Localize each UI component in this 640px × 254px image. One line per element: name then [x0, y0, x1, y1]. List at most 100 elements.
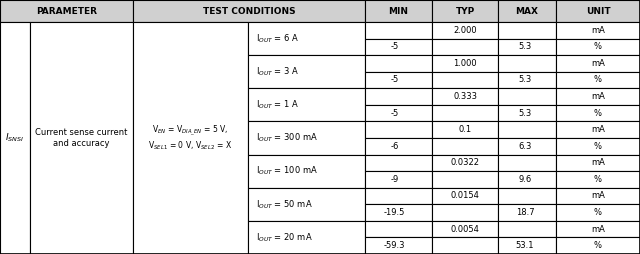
Bar — [0, 22, 30, 254]
Text: mA: mA — [591, 192, 605, 200]
Bar — [365, 171, 432, 188]
Text: 9.6: 9.6 — [518, 175, 532, 184]
Bar — [365, 155, 432, 171]
Text: 18.7: 18.7 — [516, 208, 534, 217]
Bar — [365, 0, 432, 22]
Text: 5.3: 5.3 — [518, 42, 532, 51]
Text: I$_{OUT}$ = 1 A: I$_{OUT}$ = 1 A — [256, 99, 300, 111]
Bar — [498, 22, 556, 39]
Bar — [556, 105, 640, 121]
Text: mA: mA — [591, 92, 605, 101]
Bar — [432, 221, 498, 237]
Bar — [248, 188, 365, 221]
Bar — [432, 105, 498, 121]
Text: mA: mA — [591, 59, 605, 68]
Text: PARAMETER: PARAMETER — [36, 7, 97, 15]
Text: mA: mA — [591, 225, 605, 234]
Text: %: % — [594, 208, 602, 217]
Bar — [365, 39, 432, 55]
Text: I$_{SNSI}$: I$_{SNSI}$ — [5, 132, 24, 144]
Text: UNIT: UNIT — [586, 7, 611, 15]
Text: I$_{OUT}$ = 20 mA: I$_{OUT}$ = 20 mA — [256, 231, 313, 244]
Bar — [365, 138, 432, 155]
Bar — [556, 188, 640, 204]
Text: -5: -5 — [390, 42, 399, 51]
Bar — [498, 121, 556, 138]
Bar — [432, 188, 498, 204]
Text: -5: -5 — [390, 109, 399, 118]
Bar — [432, 171, 498, 188]
Text: I$_{OUT}$ = 6 A: I$_{OUT}$ = 6 A — [256, 32, 300, 45]
Text: mA: mA — [591, 158, 605, 167]
Bar — [498, 188, 556, 204]
Bar — [556, 88, 640, 105]
Text: 2.000: 2.000 — [453, 26, 477, 35]
Bar — [365, 105, 432, 121]
Text: 0.1: 0.1 — [458, 125, 472, 134]
Text: %: % — [594, 42, 602, 51]
Bar — [498, 55, 556, 72]
Bar — [248, 221, 365, 254]
Text: mA: mA — [591, 125, 605, 134]
Bar — [556, 39, 640, 55]
Bar — [365, 121, 432, 138]
Bar — [498, 138, 556, 155]
Bar — [498, 221, 556, 237]
Bar — [556, 121, 640, 138]
Text: I$_{OUT}$ = 100 mA: I$_{OUT}$ = 100 mA — [256, 165, 318, 177]
Bar — [365, 204, 432, 221]
Bar — [432, 39, 498, 55]
Bar — [498, 72, 556, 88]
Bar — [432, 22, 498, 39]
Text: 5.3: 5.3 — [518, 75, 532, 85]
Bar — [556, 204, 640, 221]
Text: MIN: MIN — [388, 7, 408, 15]
Bar — [133, 0, 365, 22]
Bar — [432, 138, 498, 155]
Text: I$_{OUT}$ = 3 A: I$_{OUT}$ = 3 A — [256, 66, 300, 78]
Text: 53.1: 53.1 — [516, 241, 534, 250]
Bar — [133, 22, 248, 254]
Text: -59.3: -59.3 — [384, 241, 405, 250]
Bar — [365, 188, 432, 204]
Text: %: % — [594, 175, 602, 184]
Bar — [556, 55, 640, 72]
Bar — [432, 0, 498, 22]
Bar — [248, 22, 365, 55]
Bar — [556, 155, 640, 171]
Text: -9: -9 — [390, 175, 399, 184]
Bar — [556, 72, 640, 88]
Bar — [248, 121, 365, 155]
Bar — [432, 121, 498, 138]
Text: %: % — [594, 241, 602, 250]
Bar — [432, 72, 498, 88]
Bar — [498, 155, 556, 171]
Text: I$_{OUT}$ = 50 mA: I$_{OUT}$ = 50 mA — [256, 198, 313, 211]
Text: -6: -6 — [390, 142, 399, 151]
Bar — [498, 0, 556, 22]
Text: %: % — [594, 109, 602, 118]
Text: %: % — [594, 75, 602, 85]
Bar — [556, 237, 640, 254]
Bar — [556, 0, 640, 22]
Text: -5: -5 — [390, 75, 399, 85]
Bar — [365, 237, 432, 254]
Bar — [248, 155, 365, 188]
Text: V$_{EN}$ = V$_{DIA\_EN}$ = 5 V,
V$_{SEL1}$ = 0 V, V$_{SEL2}$ = X: V$_{EN}$ = V$_{DIA\_EN}$ = 5 V, V$_{SEL1… — [148, 124, 232, 152]
Bar — [432, 237, 498, 254]
Bar — [365, 72, 432, 88]
Bar — [365, 55, 432, 72]
Bar — [432, 204, 498, 221]
Bar — [248, 55, 365, 88]
Text: TYP: TYP — [456, 7, 475, 15]
Text: 0.333: 0.333 — [453, 92, 477, 101]
Bar — [365, 22, 432, 39]
Bar — [498, 171, 556, 188]
Bar — [432, 88, 498, 105]
Bar — [432, 55, 498, 72]
Text: 0.0054: 0.0054 — [451, 225, 479, 234]
Text: 6.3: 6.3 — [518, 142, 532, 151]
Text: I$_{OUT}$ = 300 mA: I$_{OUT}$ = 300 mA — [256, 132, 318, 144]
Bar — [365, 88, 432, 105]
Text: 5.3: 5.3 — [518, 109, 532, 118]
